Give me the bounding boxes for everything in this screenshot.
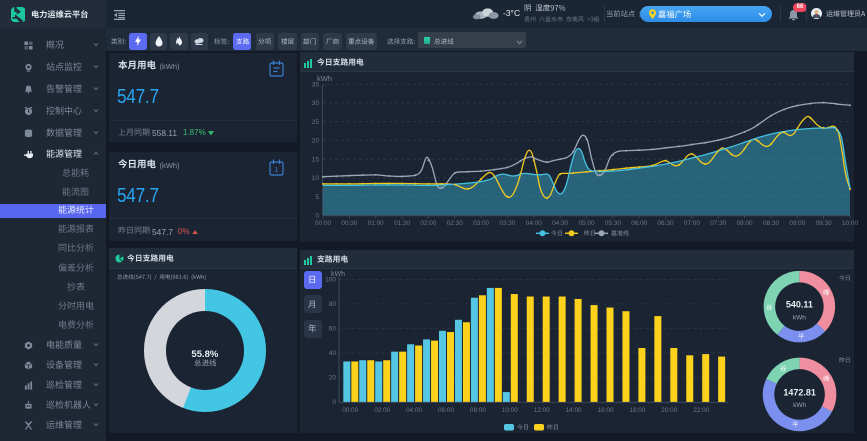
svg-text:1472.81: 1472.81	[783, 387, 816, 397]
svg-text:16:00: 16:00	[598, 406, 614, 413]
svg-text:04:30: 04:30	[552, 220, 568, 227]
svg-text:kWh: kWh	[793, 402, 806, 409]
svg-text:00:30: 00:30	[341, 220, 357, 227]
svg-text:18:00: 18:00	[629, 406, 645, 413]
svg-text:04:00: 04:00	[406, 406, 422, 413]
svg-text:20: 20	[329, 374, 337, 381]
svg-text:14:00: 14:00	[566, 406, 582, 413]
svg-text:12:00: 12:00	[534, 406, 550, 413]
svg-text:5: 5	[315, 194, 319, 201]
svg-text:06:00: 06:00	[631, 220, 647, 227]
svg-text:09:00: 09:00	[789, 220, 805, 227]
svg-text:30: 30	[312, 100, 320, 107]
svg-text:10: 10	[312, 175, 320, 182]
svg-text:02:30: 02:30	[447, 220, 463, 227]
svg-text:20: 20	[312, 138, 320, 145]
svg-text:80: 80	[329, 301, 337, 308]
svg-text:06:00: 06:00	[438, 406, 454, 413]
svg-text:0: 0	[315, 213, 319, 220]
svg-text:10:00: 10:00	[842, 220, 858, 227]
svg-text:22:00: 22:00	[693, 406, 709, 413]
svg-text:kWh: kWh	[793, 315, 806, 322]
svg-text:05:30: 05:30	[605, 220, 621, 227]
svg-text:02:00: 02:00	[420, 220, 436, 227]
svg-text:15: 15	[312, 156, 320, 163]
svg-text:04:00: 04:00	[526, 220, 542, 227]
svg-text:08:00: 08:00	[737, 220, 753, 227]
svg-text:60: 60	[329, 325, 337, 332]
svg-text:kWh: kWh	[331, 271, 345, 278]
svg-text:1: 1	[274, 167, 278, 174]
svg-text:07:30: 07:30	[710, 220, 726, 227]
svg-text:35: 35	[312, 82, 320, 89]
svg-text:06:30: 06:30	[658, 220, 674, 227]
svg-text:40: 40	[329, 350, 337, 357]
svg-text:08:00: 08:00	[470, 406, 486, 413]
svg-text:01:30: 01:30	[394, 220, 410, 227]
svg-text:25: 25	[312, 119, 320, 126]
svg-text:20:00: 20:00	[661, 406, 677, 413]
svg-text:09:30: 09:30	[816, 220, 832, 227]
svg-text:540.11: 540.11	[786, 300, 813, 310]
svg-text:03:30: 03:30	[499, 220, 515, 227]
svg-text:10:00: 10:00	[502, 406, 518, 413]
svg-text:08:30: 08:30	[763, 220, 779, 227]
svg-text:100: 100	[325, 276, 336, 283]
svg-text:05:00: 05:00	[579, 220, 595, 227]
svg-text:00:00: 00:00	[342, 406, 358, 413]
svg-text:0: 0	[332, 399, 336, 406]
svg-text:01:00: 01:00	[368, 220, 384, 227]
svg-text:00:00: 00:00	[315, 220, 331, 227]
svg-text:03:00: 03:00	[473, 220, 489, 227]
svg-text:07:00: 07:00	[684, 220, 700, 227]
svg-text:02:00: 02:00	[374, 406, 390, 413]
